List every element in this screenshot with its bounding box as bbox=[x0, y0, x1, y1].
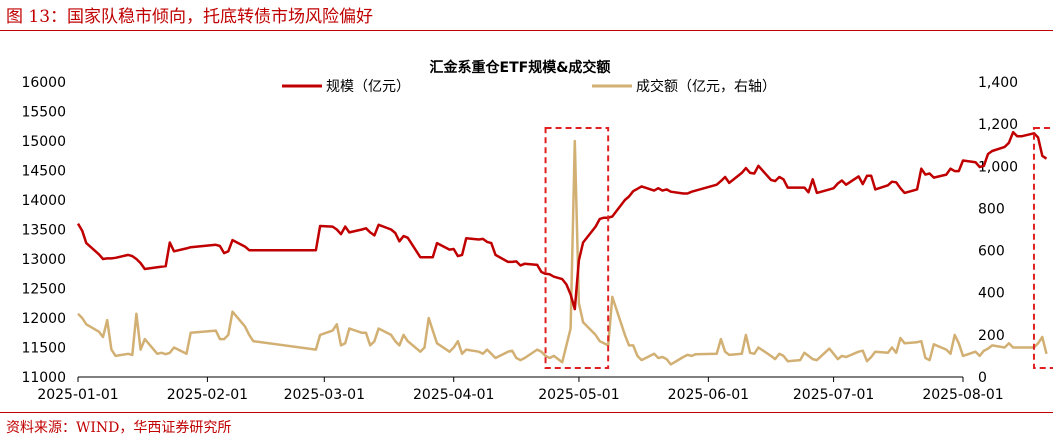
legend: 规模（亿元） 成交额（亿元，右轴） bbox=[282, 78, 776, 95]
title-divider bbox=[0, 30, 1053, 31]
y-left-tick-label: 14000 bbox=[21, 193, 66, 209]
y-right-tick-label: 1,400 bbox=[978, 75, 1018, 91]
source-divider bbox=[0, 412, 1053, 413]
y-left-tick-label: 12000 bbox=[21, 311, 66, 327]
x-tick-label: 2025-04-01 bbox=[413, 387, 494, 403]
y-right-tick-label: 200 bbox=[978, 328, 1005, 344]
chart-title: 汇金系重仓ETF规模&成交额 bbox=[430, 59, 611, 76]
legend-label-turnover: 成交额（亿元，右轴） bbox=[636, 78, 776, 95]
y-right-tick-label: 0 bbox=[978, 370, 987, 386]
y-left-tick-label: 15500 bbox=[21, 105, 66, 121]
x-tick-label: 2025-06-01 bbox=[668, 387, 749, 403]
x-tick-label: 2025-08-01 bbox=[922, 387, 1003, 403]
plot-area bbox=[76, 130, 1048, 366]
y-left-tick-label: 14500 bbox=[21, 164, 66, 180]
y-right-tick-label: 1,000 bbox=[978, 159, 1018, 175]
source-note: 资料来源：WIND，华西证券研究所 bbox=[6, 420, 232, 436]
series-line-scale bbox=[76, 130, 1048, 311]
highlight-boxes bbox=[544, 127, 1053, 369]
highlight-box bbox=[544, 127, 610, 369]
chart: 汇金系重仓ETF规模&成交额 规模（亿元） 成交额（亿元，右轴） 1100011… bbox=[21, 59, 1053, 403]
y-left-tick-label: 13500 bbox=[21, 223, 66, 239]
y-left-tick-label: 13000 bbox=[21, 252, 66, 268]
highlight-box bbox=[1032, 127, 1053, 369]
y-left-tick-label: 12500 bbox=[21, 282, 66, 298]
y-left-tick-label: 16000 bbox=[21, 75, 66, 91]
x-tick-label: 2025-07-01 bbox=[793, 387, 874, 403]
figure-title: 图 13：国家队稳市倾向，托底转债市场风险偏好 bbox=[6, 7, 374, 27]
y-right-tick-label: 600 bbox=[978, 244, 1005, 260]
y-left-tick-label: 11500 bbox=[21, 341, 66, 357]
x-axis: 2025-01-01 2025-02-01 2025-03-01 2025-04-01… bbox=[37, 377, 1004, 403]
x-tick-label: 2025-01-01 bbox=[37, 387, 118, 403]
y-left-tick-label: 11000 bbox=[21, 370, 66, 386]
y-left-tick-label: 15000 bbox=[21, 134, 66, 150]
y-right-tick-label: 400 bbox=[978, 286, 1005, 302]
legend-label-scale: 规模（亿元） bbox=[326, 79, 410, 95]
y-right-tick-label: 800 bbox=[978, 201, 1005, 217]
y-right-tick-label: 1,200 bbox=[978, 117, 1018, 133]
x-tick-label: 2025-02-01 bbox=[167, 387, 248, 403]
right-axis: 0 200 400 600 800 1,000 1,200 1,400 bbox=[978, 75, 1018, 386]
x-tick-label: 2025-03-01 bbox=[284, 387, 365, 403]
x-tick-label: 2025-05-01 bbox=[538, 387, 619, 403]
series-line-turnover bbox=[77, 139, 1048, 366]
left-axis: 11000 11500 12000 12500 13000 13500 14000 14500… bbox=[21, 75, 66, 386]
